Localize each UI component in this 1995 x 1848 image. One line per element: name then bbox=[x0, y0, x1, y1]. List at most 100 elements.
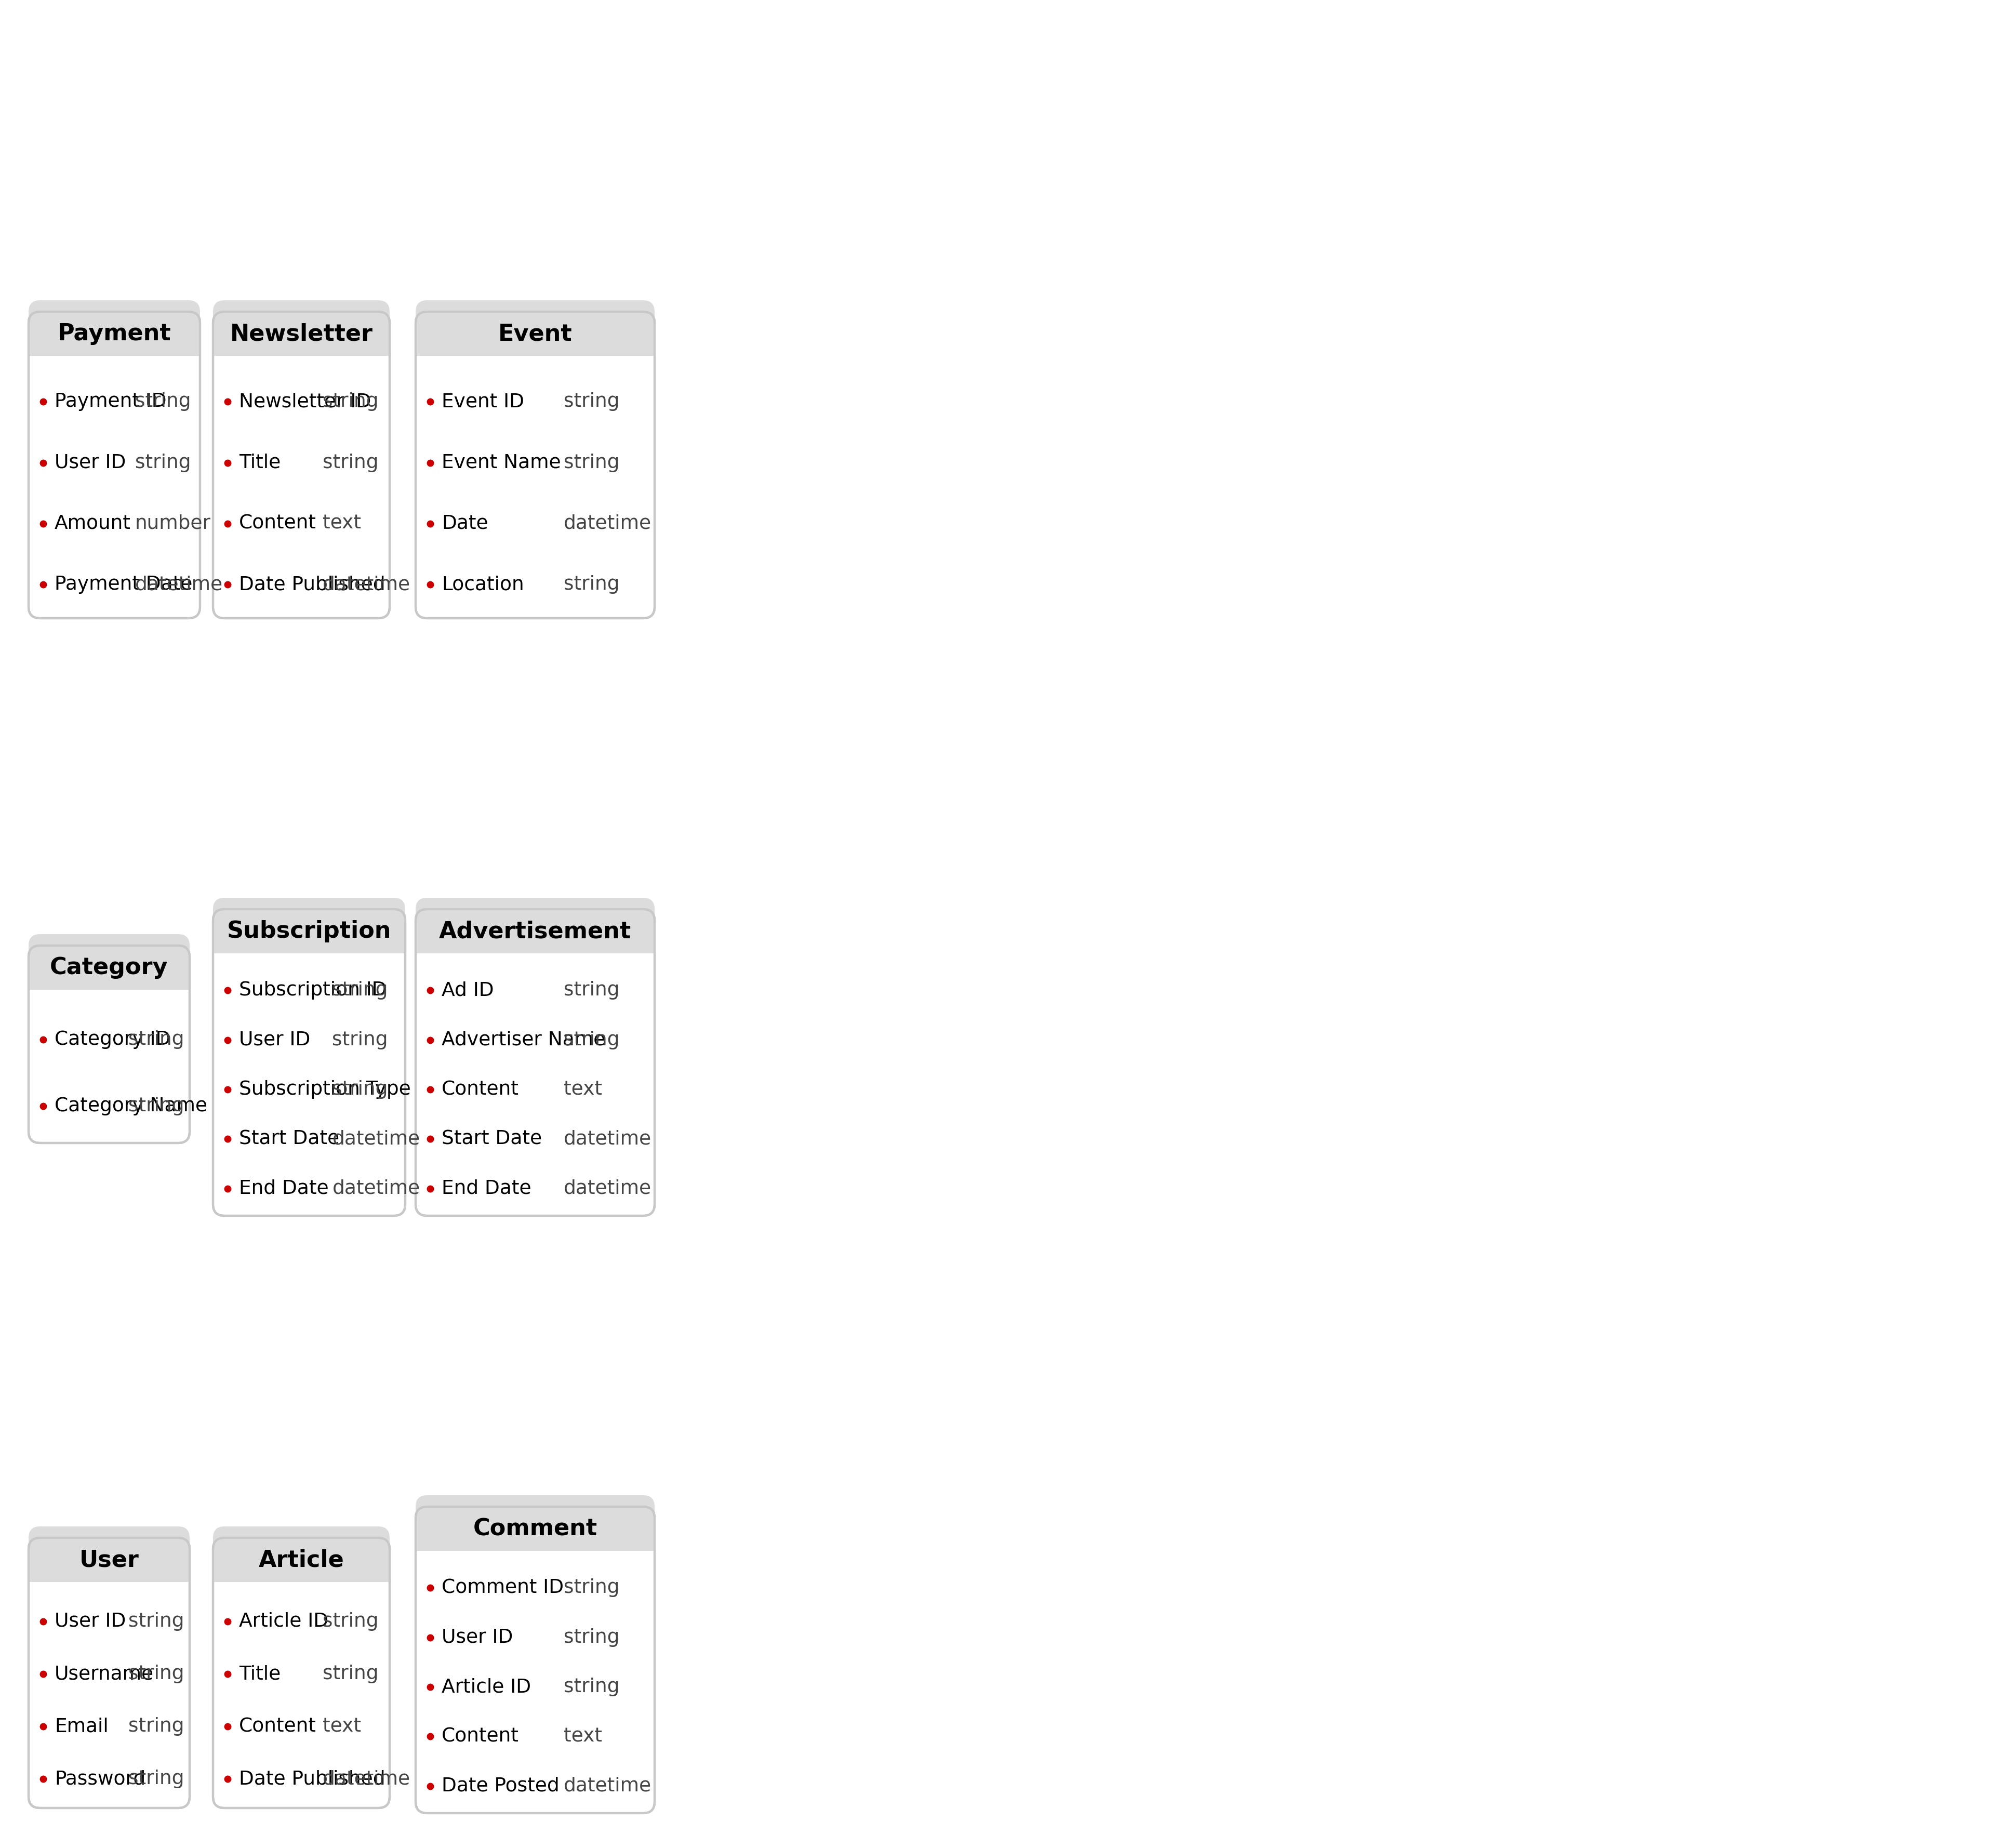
Text: Subscription ID: Subscription ID bbox=[239, 981, 387, 1000]
Bar bbox=[213, 312, 227, 325]
Bar bbox=[213, 909, 405, 954]
Bar bbox=[213, 312, 389, 357]
Text: Payment: Payment bbox=[58, 323, 172, 346]
Text: string: string bbox=[136, 392, 192, 410]
FancyBboxPatch shape bbox=[213, 909, 405, 1216]
Bar bbox=[415, 312, 429, 325]
Bar bbox=[28, 978, 190, 991]
Text: Title: Title bbox=[239, 453, 281, 471]
FancyBboxPatch shape bbox=[213, 312, 389, 619]
FancyBboxPatch shape bbox=[415, 312, 654, 619]
Text: string: string bbox=[565, 453, 620, 471]
Text: User ID: User ID bbox=[54, 1611, 126, 1630]
FancyBboxPatch shape bbox=[213, 299, 389, 357]
Text: Start Date: Start Date bbox=[239, 1129, 339, 1148]
FancyBboxPatch shape bbox=[415, 299, 654, 357]
FancyBboxPatch shape bbox=[415, 1506, 654, 1813]
Text: string: string bbox=[136, 453, 192, 471]
Text: Comment ID: Comment ID bbox=[441, 1578, 565, 1597]
Text: User ID: User ID bbox=[441, 1628, 513, 1647]
Text: Password: Password bbox=[54, 1770, 146, 1789]
Bar bbox=[415, 909, 429, 922]
Bar bbox=[28, 946, 190, 991]
FancyBboxPatch shape bbox=[28, 946, 190, 1142]
Text: Content: Content bbox=[441, 1728, 519, 1746]
Text: datetime: datetime bbox=[323, 575, 411, 593]
Text: Event ID: Event ID bbox=[441, 392, 525, 410]
Text: string: string bbox=[333, 1079, 389, 1100]
Bar bbox=[28, 312, 200, 357]
Text: Username: Username bbox=[54, 1665, 154, 1684]
Text: string: string bbox=[565, 392, 620, 410]
Bar bbox=[377, 312, 389, 325]
Bar bbox=[213, 1538, 389, 1582]
Text: Date: Date bbox=[441, 514, 489, 532]
Text: Amount: Amount bbox=[54, 514, 132, 532]
Text: Date Published: Date Published bbox=[239, 1770, 385, 1789]
Text: text: text bbox=[323, 1717, 361, 1735]
Text: string: string bbox=[323, 392, 379, 410]
FancyBboxPatch shape bbox=[213, 1538, 389, 1807]
Text: Content: Content bbox=[441, 1079, 519, 1100]
Bar bbox=[186, 312, 200, 325]
Text: datetime: datetime bbox=[136, 575, 223, 593]
Text: string: string bbox=[565, 575, 620, 593]
Text: Advertisement: Advertisement bbox=[439, 920, 630, 942]
Text: datetime: datetime bbox=[565, 1776, 652, 1794]
Text: Subscription Type: Subscription Type bbox=[239, 1079, 411, 1100]
Text: Content: Content bbox=[239, 514, 317, 532]
Text: Content: Content bbox=[239, 1717, 317, 1735]
Bar bbox=[415, 1506, 429, 1521]
Text: text: text bbox=[323, 514, 361, 532]
Text: Payment ID: Payment ID bbox=[54, 392, 166, 410]
Text: datetime: datetime bbox=[565, 1129, 652, 1148]
FancyBboxPatch shape bbox=[28, 299, 200, 357]
Bar bbox=[415, 1506, 654, 1550]
Text: string: string bbox=[565, 1678, 620, 1696]
Text: Article ID: Article ID bbox=[239, 1611, 329, 1630]
Text: string: string bbox=[333, 1031, 389, 1050]
Text: string: string bbox=[128, 1098, 184, 1116]
Text: string: string bbox=[333, 981, 389, 1000]
Text: Title: Title bbox=[239, 1665, 281, 1684]
Text: string: string bbox=[128, 1665, 184, 1684]
Text: Newsletter ID: Newsletter ID bbox=[239, 392, 371, 410]
Text: Article ID: Article ID bbox=[441, 1678, 531, 1696]
Text: string: string bbox=[128, 1031, 184, 1050]
FancyBboxPatch shape bbox=[28, 1538, 190, 1807]
Text: string: string bbox=[128, 1611, 184, 1630]
FancyBboxPatch shape bbox=[213, 898, 405, 954]
Text: string: string bbox=[128, 1770, 184, 1789]
Text: Ad ID: Ad ID bbox=[441, 981, 495, 1000]
Bar bbox=[176, 946, 190, 959]
Text: Subscription: Subscription bbox=[227, 920, 391, 942]
FancyBboxPatch shape bbox=[415, 909, 654, 1216]
Bar bbox=[28, 946, 42, 959]
Bar bbox=[213, 909, 227, 922]
Text: Category: Category bbox=[50, 957, 168, 979]
Bar bbox=[213, 1571, 389, 1582]
Text: Advertiser Name: Advertiser Name bbox=[441, 1031, 604, 1050]
Text: string: string bbox=[128, 1717, 184, 1735]
FancyBboxPatch shape bbox=[415, 1495, 654, 1550]
FancyBboxPatch shape bbox=[213, 1526, 389, 1582]
Text: End Date: End Date bbox=[441, 1179, 531, 1198]
FancyBboxPatch shape bbox=[28, 312, 200, 619]
Text: text: text bbox=[565, 1728, 602, 1746]
FancyBboxPatch shape bbox=[28, 1526, 190, 1582]
Text: number: number bbox=[136, 514, 211, 532]
FancyBboxPatch shape bbox=[28, 933, 190, 991]
FancyBboxPatch shape bbox=[415, 898, 654, 954]
Bar bbox=[213, 942, 405, 954]
Text: End Date: End Date bbox=[239, 1179, 329, 1198]
Bar bbox=[213, 344, 389, 357]
Bar bbox=[176, 1538, 190, 1550]
Bar bbox=[28, 1571, 190, 1582]
Bar bbox=[28, 1538, 190, 1582]
Text: Email: Email bbox=[54, 1717, 108, 1735]
Bar bbox=[28, 344, 200, 357]
Text: Event Name: Event Name bbox=[441, 453, 561, 471]
Text: string: string bbox=[323, 453, 379, 471]
Bar bbox=[391, 909, 405, 922]
Text: datetime: datetime bbox=[333, 1129, 421, 1148]
